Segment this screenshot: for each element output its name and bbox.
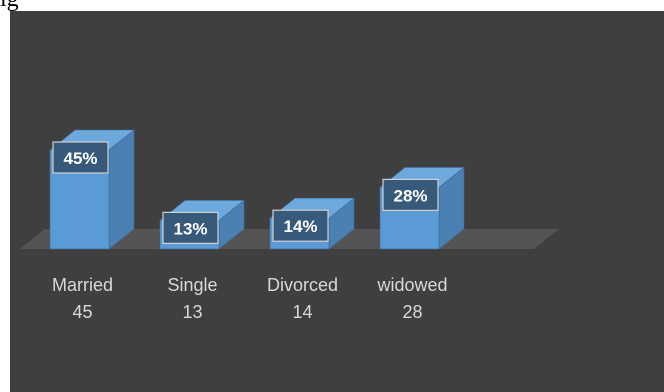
category-label-married: Married <box>52 275 113 295</box>
data-label-married: 45% <box>53 142 108 173</box>
chart-area: 45% Married 45 13% Single 13 14% Divorced 14 28% w… <box>10 11 664 392</box>
data-label-text-divorced: 14% <box>283 217 317 236</box>
category-label-single: Single <box>167 275 217 295</box>
bar-chart: 45% Married 45 13% Single 13 14% Divorced 14 28% w… <box>10 11 664 392</box>
category-label-widowed: widowed <box>376 275 447 295</box>
bar-side-married <box>109 130 134 249</box>
category-value-married: 45 <box>72 302 92 322</box>
data-label-divorced: 14% <box>273 210 328 241</box>
category-label-divorced: Divorced <box>267 275 338 295</box>
data-label-text-married: 45% <box>63 149 97 168</box>
category-value-widowed: 28 <box>402 302 422 322</box>
data-label-single: 13% <box>163 212 218 243</box>
data-label-text-single: 13% <box>173 219 207 238</box>
data-label-widowed: 28% <box>383 179 438 210</box>
category-value-single: 13 <box>182 302 202 322</box>
category-value-divorced: 14 <box>292 302 312 322</box>
data-label-text-widowed: 28% <box>393 186 427 205</box>
